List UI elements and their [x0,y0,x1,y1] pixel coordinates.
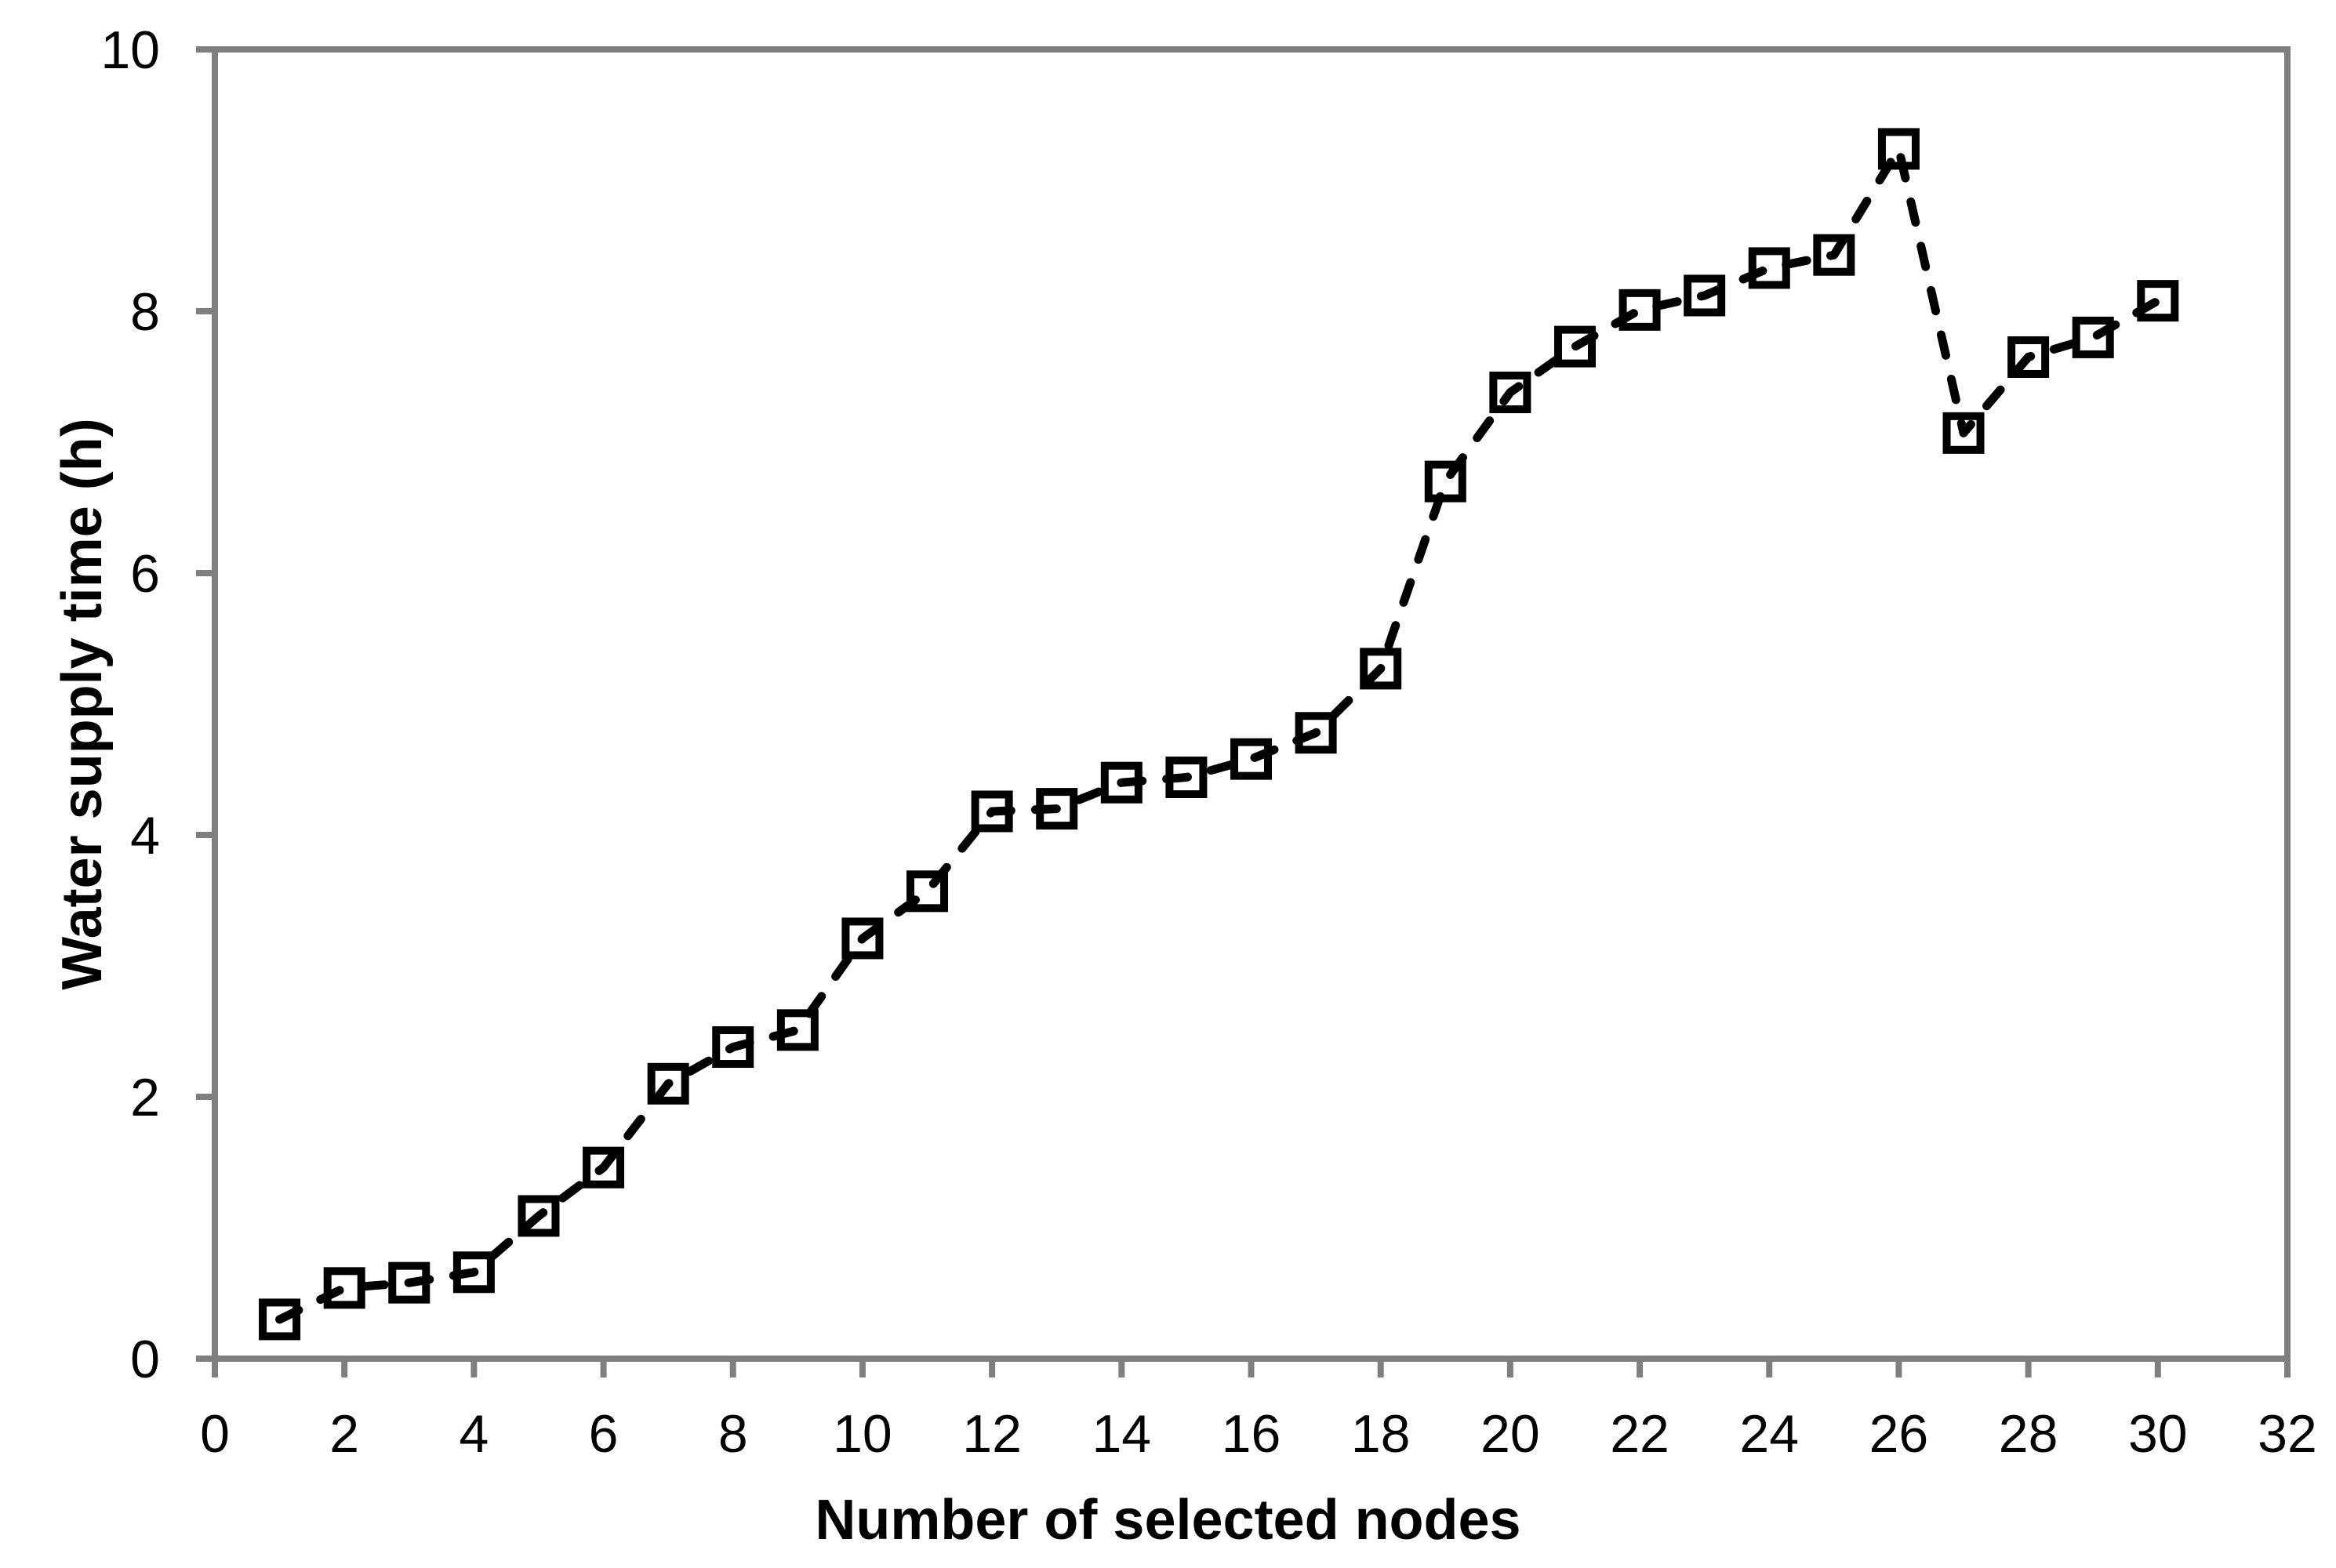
data-point-marker [2072,316,2114,358]
data-point-marker [452,1251,495,1294]
data-point-marker [583,1146,625,1189]
data-point-marker [388,1261,431,1304]
data-point-marker [1813,234,1855,276]
x-tick-label: 2 [329,1404,359,1464]
x-axis-title: Number of selected nodes [815,1489,1521,1552]
x-tick-label: 32 [2258,1404,2317,1464]
data-point-marker [1748,247,1790,289]
x-tick-label: 4 [459,1404,489,1464]
data-point-marker [971,790,1013,833]
x-tick-label: 10 [833,1404,892,1464]
plot-frame [212,46,2291,1362]
x-tick-label: 12 [962,1404,1022,1464]
data-point-marker [647,1062,689,1105]
data-point-marker [1295,712,1337,754]
y-tick-label: 10 [100,20,160,80]
data-point-marker [2007,336,2050,378]
y-tick-label: 8 [130,282,160,342]
y-tick-label: 6 [130,544,160,604]
data-point-marker [1489,372,1531,414]
data-point-marker [259,1298,301,1341]
x-tick-label: 22 [1610,1404,1669,1464]
x-tick-label: 24 [1739,1404,1799,1464]
data-point-marker [1618,289,1661,331]
data-point-marker [1360,648,1402,690]
x-tick-label: 8 [718,1404,748,1464]
x-tick-label: 0 [200,1404,230,1464]
series-line [275,144,2163,1324]
x-tick-label: 30 [2128,1404,2188,1464]
data-point-marker [1684,274,1726,317]
y-tick-label: 0 [130,1330,160,1389]
data-point-marker [1100,761,1143,804]
data-point-marker [1553,325,1596,368]
y-axis-title: Water supply time (h) [51,418,114,990]
y-tick-label: 2 [130,1068,160,1127]
data-point-marker [1424,460,1466,503]
data-point-marker [841,917,884,960]
data-point-marker [1230,738,1272,780]
data-point-marker [776,1009,819,1051]
x-tick-label: 28 [1999,1404,2058,1464]
data-point-marker [906,870,949,913]
data-point-marker [1165,757,1208,799]
y-tick-label: 4 [130,806,160,866]
x-tick-label: 26 [1869,1404,1929,1464]
x-tick-label: 16 [1222,1404,1281,1464]
data-point-marker [518,1195,560,1237]
x-tick-label: 6 [589,1404,619,1464]
x-tick-label: 14 [1092,1404,1151,1464]
data-point-marker [323,1267,365,1309]
data-point-marker [1036,788,1078,830]
data-point-marker [2137,280,2179,322]
x-tick-label: 20 [1480,1404,1540,1464]
data-point-marker [1942,412,1985,454]
data-point-marker [712,1026,754,1069]
x-tick-label: 18 [1351,1404,1411,1464]
data-point-marker [1877,128,1920,170]
